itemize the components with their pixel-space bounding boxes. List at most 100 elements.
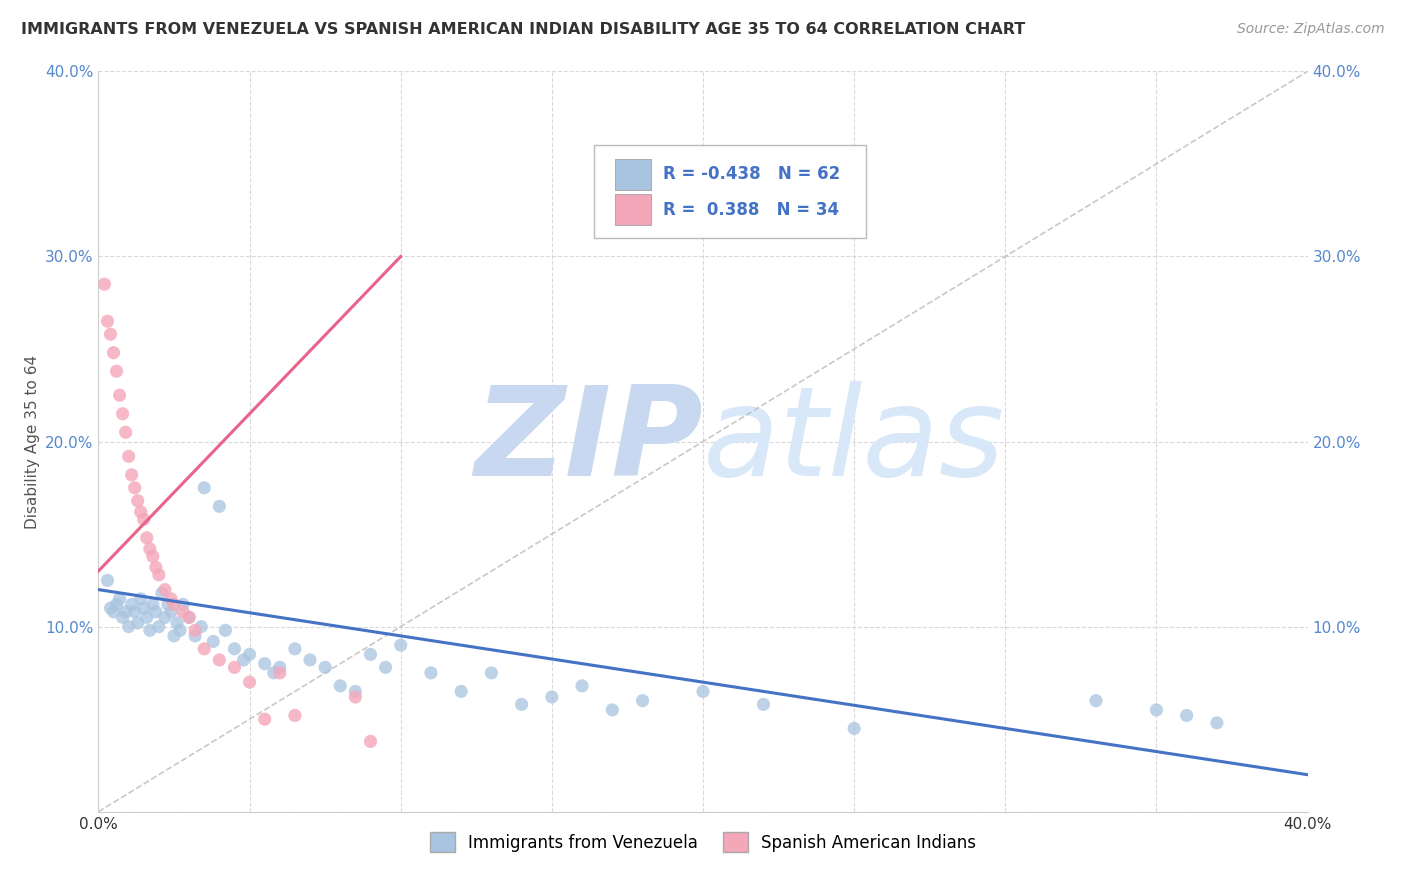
Point (224, 660, 246, 674)
Point (132, 512, 155, 526)
Point (135, 610, 157, 624)
Point (844, 722, 866, 736)
Text: R =  0.388   N = 34: R = 0.388 N = 34 (664, 201, 839, 219)
Point (344, 684, 367, 698)
Point (114, 425, 136, 440)
Point (253, 712, 276, 726)
Point (269, 665, 291, 680)
Point (389, 638, 412, 652)
Point (184, 624, 207, 638)
Point (108, 591, 131, 606)
Point (148, 619, 170, 633)
Point (179, 610, 201, 624)
Point (450, 684, 472, 698)
FancyBboxPatch shape (595, 145, 866, 238)
Point (139, 541, 162, 556)
Point (253, 657, 276, 671)
Point (132, 601, 155, 615)
Point (602, 703, 624, 717)
Point (108, 388, 131, 402)
Point (124, 481, 146, 495)
Point (118, 450, 141, 464)
Point (148, 567, 170, 582)
Point (284, 708, 307, 723)
Point (172, 605, 194, 619)
Point (631, 694, 654, 708)
Point (156, 598, 179, 612)
Point (103, 345, 125, 359)
Point (160, 605, 183, 619)
Point (329, 679, 352, 693)
Point (510, 698, 533, 712)
Point (374, 660, 396, 674)
Point (571, 679, 593, 693)
Point (93, 277, 115, 292)
Point (166, 615, 188, 630)
Point (1144, 703, 1167, 717)
Point (752, 698, 775, 712)
Point (193, 641, 215, 656)
Point (284, 641, 307, 656)
Point (169, 624, 191, 638)
Point (314, 660, 336, 674)
Point (1206, 715, 1229, 730)
Point (263, 665, 285, 680)
Point (118, 619, 141, 633)
Point (96, 314, 118, 328)
Point (142, 598, 165, 612)
Point (179, 610, 201, 624)
Y-axis label: Disability Age 35 to 64: Disability Age 35 to 64 (24, 354, 39, 529)
Point (127, 493, 149, 508)
Point (184, 629, 207, 643)
Point (1175, 708, 1198, 723)
Point (100, 327, 122, 342)
Text: R = -0.438   N = 62: R = -0.438 N = 62 (664, 165, 841, 183)
Point (190, 619, 212, 633)
Point (214, 624, 236, 638)
Point (224, 641, 246, 656)
Point (121, 467, 143, 482)
Legend: Immigrants from Venezuela, Spanish American Indians: Immigrants from Venezuela, Spanish Ameri… (423, 825, 983, 859)
Point (124, 605, 146, 619)
Point (163, 629, 186, 643)
Point (481, 665, 503, 680)
Point (153, 582, 176, 597)
Point (121, 598, 143, 612)
Point (163, 598, 186, 612)
Text: atlas: atlas (703, 381, 1005, 502)
Point (360, 734, 382, 748)
Text: ZIP: ZIP (474, 381, 703, 502)
Point (269, 660, 291, 674)
FancyBboxPatch shape (614, 159, 651, 190)
Point (105, 598, 128, 612)
Point (160, 591, 183, 606)
Point (344, 690, 367, 704)
Point (111, 407, 134, 421)
Point (540, 690, 562, 704)
Point (129, 505, 152, 519)
Point (202, 634, 225, 648)
Point (127, 615, 149, 630)
Point (208, 653, 231, 667)
Point (111, 610, 134, 624)
Point (114, 605, 136, 619)
FancyBboxPatch shape (614, 194, 651, 225)
Point (96, 574, 118, 588)
Text: Source: ZipAtlas.com: Source: ZipAtlas.com (1237, 22, 1385, 37)
Point (145, 560, 167, 574)
Point (139, 624, 162, 638)
Point (239, 648, 262, 662)
Point (420, 665, 443, 680)
Point (150, 586, 173, 600)
Point (232, 653, 254, 667)
Point (1085, 694, 1108, 708)
Point (105, 364, 128, 378)
Point (239, 675, 262, 690)
Point (360, 648, 382, 662)
Point (172, 598, 194, 612)
Point (100, 601, 122, 615)
Point (145, 605, 167, 619)
Point (129, 591, 152, 606)
Point (153, 610, 176, 624)
Point (103, 605, 125, 619)
